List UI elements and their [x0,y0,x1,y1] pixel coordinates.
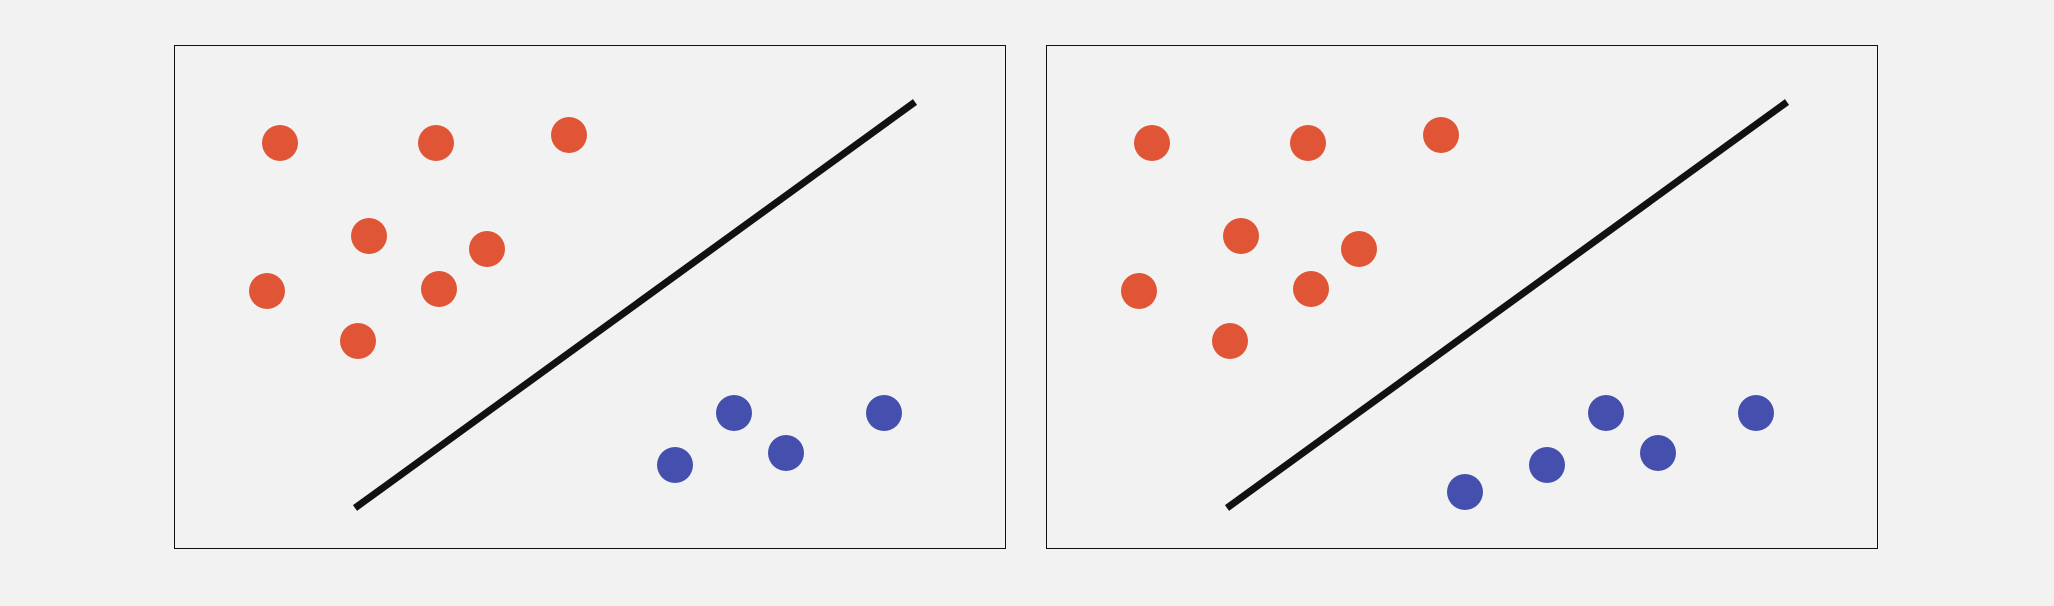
red-point [1121,273,1157,309]
red-point [1212,323,1248,359]
red-point [1290,125,1326,161]
panel-right [1046,45,1878,549]
separator-line [352,99,918,511]
blue-point [1738,395,1774,431]
blue-point [866,395,902,431]
red-point [1223,218,1259,254]
blue-point [657,447,693,483]
red-point [1293,271,1329,307]
panel-left [174,45,1006,549]
scatter-plot-right [1121,99,1790,511]
red-point [421,271,457,307]
red-point [1341,231,1377,267]
blue-point [1640,435,1676,471]
red-point [551,117,587,153]
blue-point [768,435,804,471]
red-point [418,125,454,161]
scatter-plot-left [249,99,918,511]
red-point [262,125,298,161]
blue-point [1588,395,1624,431]
red-point [351,218,387,254]
separator-line [1224,99,1790,511]
red-point [1134,125,1170,161]
blue-point [1529,447,1565,483]
red-point [249,273,285,309]
red-point [1423,117,1459,153]
red-point [469,231,505,267]
blue-point [716,395,752,431]
red-point [340,323,376,359]
blue-point [1447,474,1483,510]
